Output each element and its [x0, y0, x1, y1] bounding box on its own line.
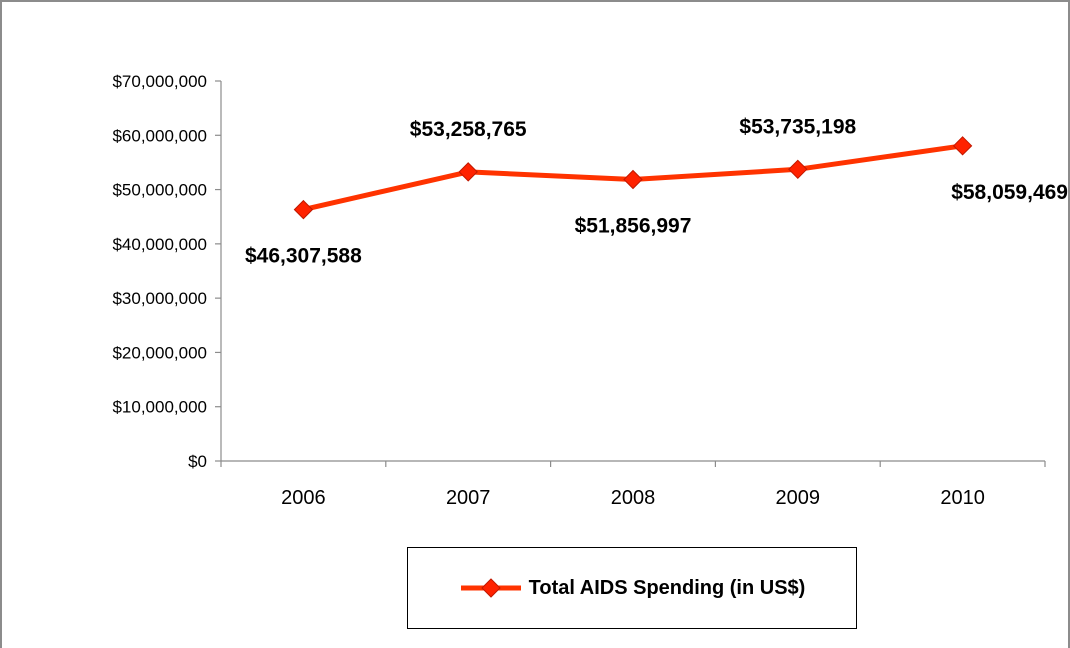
data-label: $58,059,469 — [951, 181, 1068, 204]
x-axis-tick-labels: 2006 2007 2008 2009 2010 — [281, 487, 985, 509]
data-label: $46,307,588 — [245, 245, 362, 268]
y-tick-label: $70,000,000 — [112, 72, 207, 91]
x-tick-label: 2006 — [281, 487, 326, 509]
data-label: $53,258,765 — [410, 118, 527, 141]
y-tick-label: $20,000,000 — [112, 343, 207, 362]
y-tick-label: $50,000,000 — [112, 181, 207, 200]
x-tick-label: 2007 — [446, 487, 491, 509]
x-tick-label: 2010 — [940, 487, 985, 509]
y-tick-label: $10,000,000 — [112, 398, 207, 417]
data-point-marker — [458, 162, 478, 182]
data-point-marker — [623, 169, 643, 190]
y-tick-label: $30,000,000 — [112, 289, 207, 308]
y-axis-tick-labels: $0 $10,000,000 $20,000,000 $30,000,000 $40,0… — [112, 72, 207, 471]
data-point-marker — [952, 136, 973, 156]
x-tick-label: 2009 — [776, 487, 821, 509]
legend: Total AIDS Spending (in US$) — [407, 547, 857, 629]
legend-marker — [480, 578, 501, 598]
y-tick-label: $0 — [188, 452, 207, 471]
axes — [215, 80, 1046, 467]
legend-label: Total AIDS Spending (in US$) — [528, 576, 806, 599]
x-tick-label: 2008 — [611, 487, 656, 509]
y-tick-label: $40,000,000 — [112, 235, 207, 254]
y-tick-label: $60,000,000 — [112, 126, 207, 145]
series-markers — [293, 136, 973, 220]
data-label: $53,735,198 — [739, 115, 856, 138]
data-point-marker — [788, 159, 808, 180]
data-point-marker — [293, 199, 314, 220]
data-label: $51,856,997 — [575, 214, 692, 237]
legend-swatch — [460, 578, 521, 598]
data-labels: $46,307,588 $53,258,765 $51,856,997 $53,735… — [245, 115, 1068, 267]
